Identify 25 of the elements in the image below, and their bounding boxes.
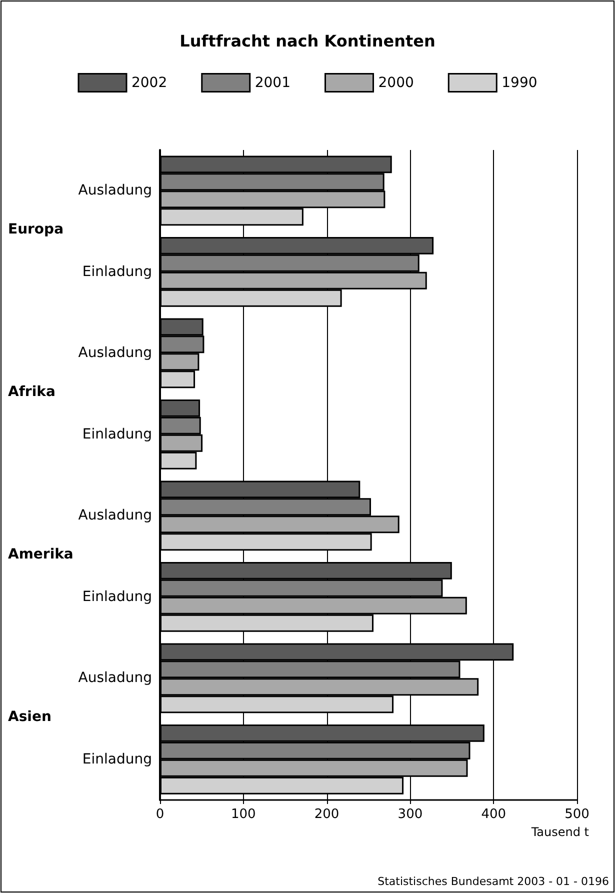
text: Afrika bbox=[8, 384, 56, 400]
x-tick-label: 500 bbox=[564, 807, 590, 822]
x-tick-label: 0 bbox=[156, 807, 164, 822]
y-tick-label: Einladung bbox=[82, 264, 152, 280]
y-tick-label: Einladung bbox=[82, 426, 152, 442]
x-tick-label: 300 bbox=[398, 807, 423, 822]
text: Asien bbox=[8, 708, 52, 725]
legend-label: 2002 bbox=[131, 74, 168, 91]
y-tick-label: Ausladung bbox=[78, 182, 152, 199]
x-tick-label: 100 bbox=[230, 807, 256, 822]
legend-label: 1990 bbox=[502, 74, 538, 91]
text: Amerika bbox=[8, 546, 74, 562]
x-tick-label: 400 bbox=[481, 807, 506, 822]
text: Statistisches Bundesamt 2003 - 01 - 0196 bbox=[378, 875, 610, 888]
y-tick-label: Ausladung bbox=[78, 670, 152, 686]
legend-label: 2001 bbox=[254, 74, 291, 91]
y-tick-label: Ausladung bbox=[78, 508, 152, 524]
x-tick-label: 200 bbox=[314, 807, 340, 822]
legend-label: 2000 bbox=[378, 74, 414, 91]
y-tick-label: Einladung bbox=[82, 751, 152, 768]
y-tick-label: Einladung bbox=[82, 588, 152, 605]
text: Europa bbox=[8, 221, 64, 238]
x-axis-title: Tausend t bbox=[530, 825, 590, 839]
chart-title: Luftfracht nach Kontinenten bbox=[180, 32, 436, 50]
y-tick-label: Ausladung bbox=[78, 345, 152, 362]
